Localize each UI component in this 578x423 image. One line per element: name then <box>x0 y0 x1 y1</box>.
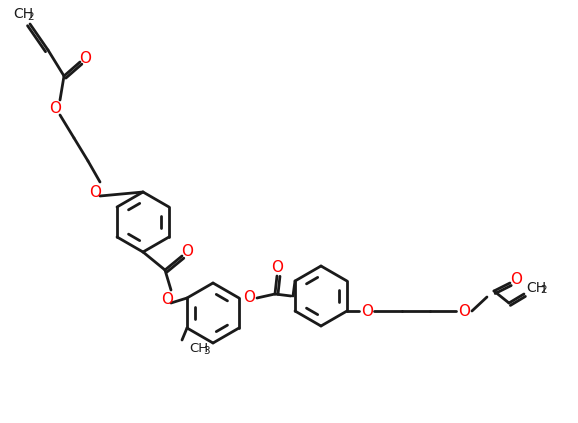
Text: O: O <box>510 272 522 286</box>
Text: O: O <box>49 101 61 115</box>
Text: CH: CH <box>13 7 33 21</box>
Text: O: O <box>89 184 101 200</box>
Text: O: O <box>361 303 373 319</box>
Text: 2: 2 <box>27 12 34 22</box>
Text: O: O <box>271 261 283 275</box>
Text: 2: 2 <box>540 285 547 295</box>
Text: O: O <box>161 291 173 307</box>
Text: CH: CH <box>526 281 546 295</box>
Text: O: O <box>458 303 470 319</box>
Text: O: O <box>243 291 255 305</box>
Text: O: O <box>79 50 91 66</box>
Text: CH: CH <box>189 341 208 354</box>
Text: 3: 3 <box>203 346 210 356</box>
Text: O: O <box>181 244 193 259</box>
